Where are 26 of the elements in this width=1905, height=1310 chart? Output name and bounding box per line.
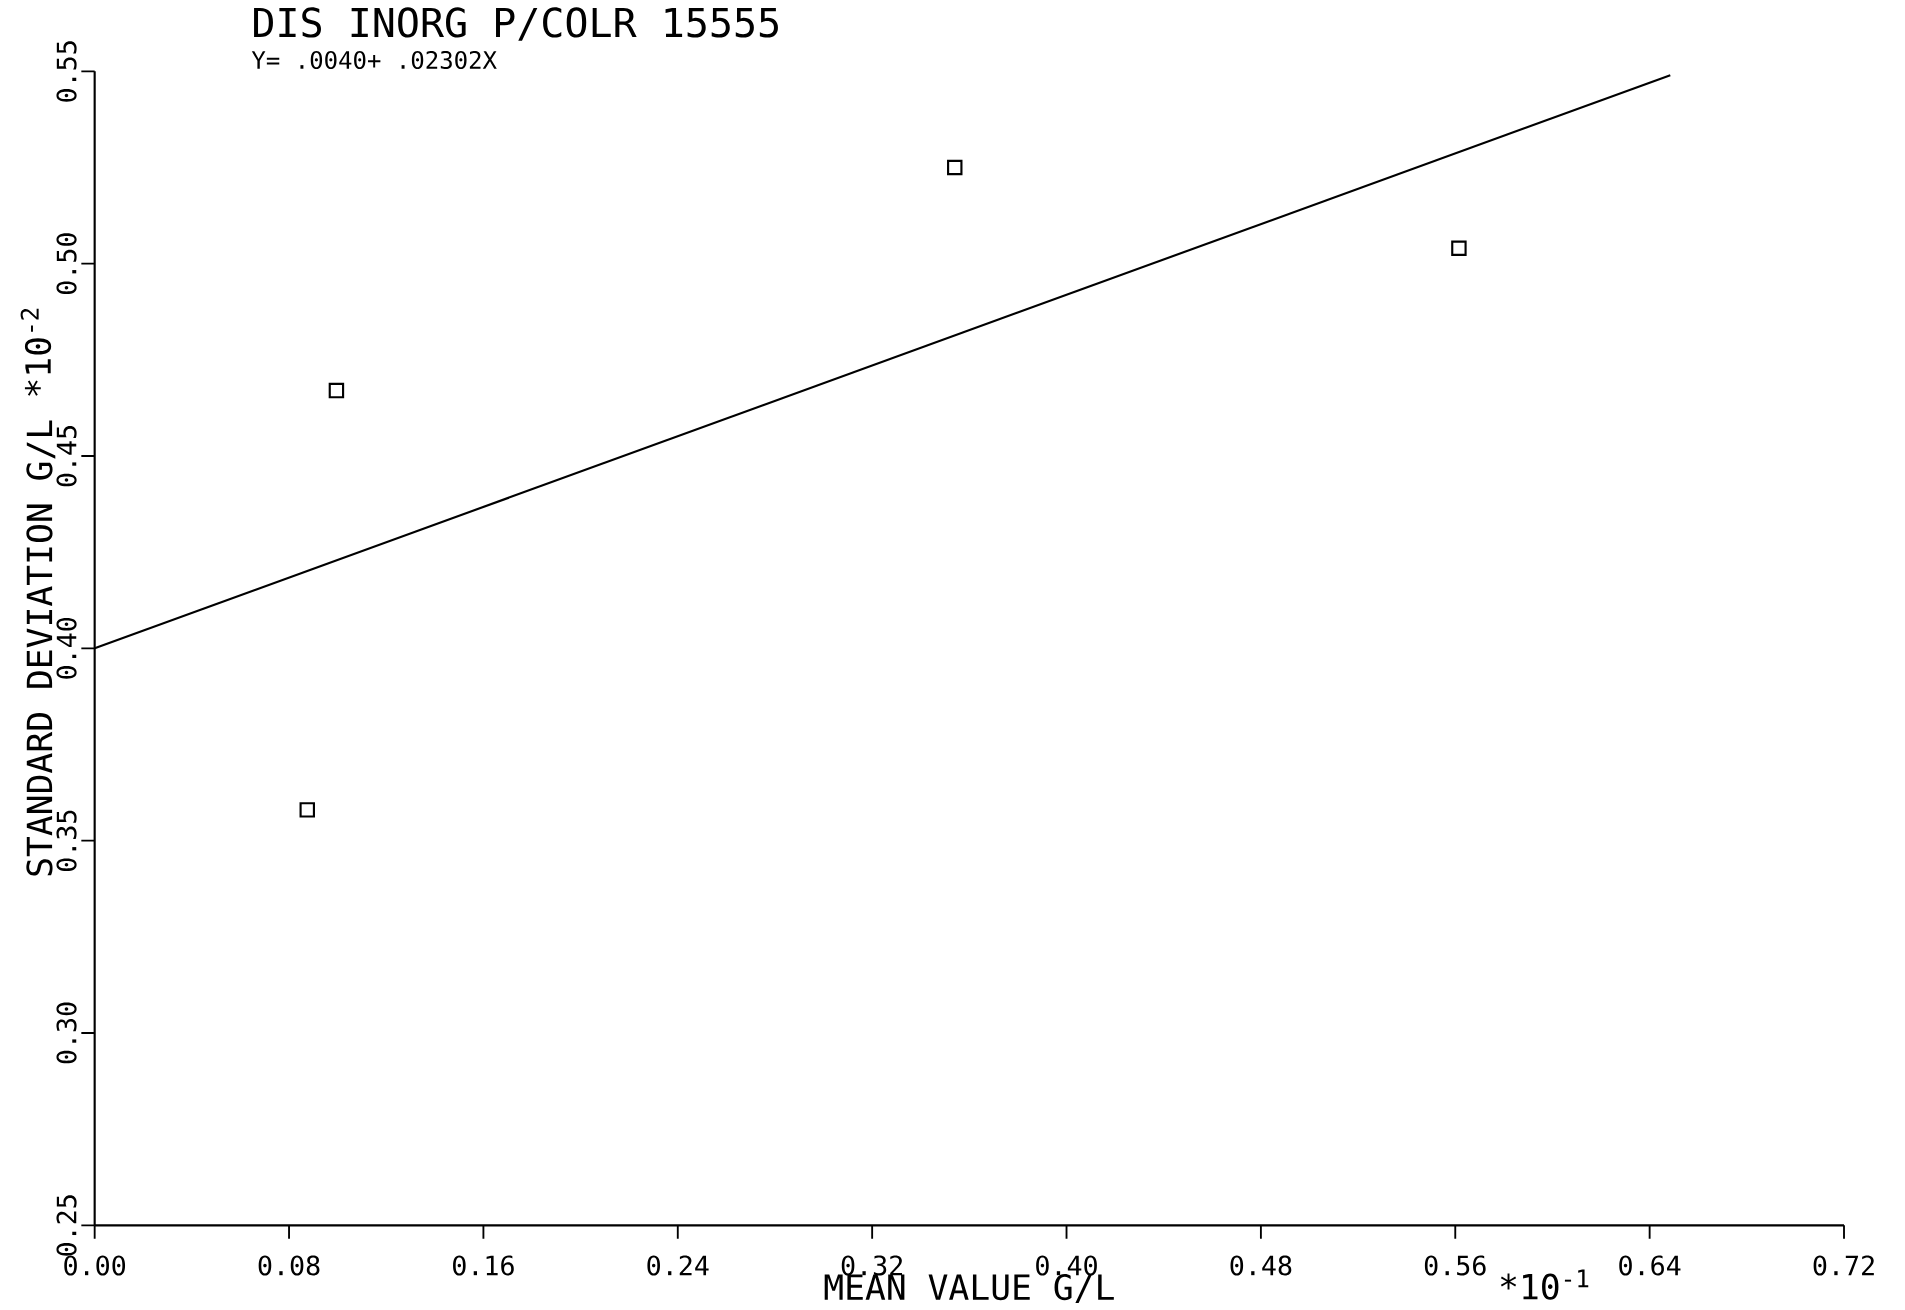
y-tick-label: 0.25 — [56, 1195, 77, 1256]
text: Y= .0040+ .02302X — [251, 50, 497, 70]
y-axis-title: STANDARD DEVIATION G/L — [26, 420, 56, 876]
chart-title: DIS INORG P/COLR 15555 — [254, 7, 778, 41]
x-tick-label: 0.16 — [453, 1255, 514, 1276]
x-tick-label: 0.72 — [1813, 1255, 1874, 1276]
point — [947, 159, 963, 176]
text: *10$^{-1}$ — [1500, 1269, 1589, 1300]
point — [328, 382, 345, 399]
y-tick-label: 0.45 — [56, 426, 77, 487]
x-tick-label: 0.00 — [64, 1255, 126, 1276]
x-tick-label: 0.08 — [258, 1255, 320, 1276]
point — [1451, 240, 1467, 257]
text: *10$^{-2}$ — [20, 308, 52, 396]
x-tick-label: 0.56 — [1424, 1255, 1486, 1276]
x-tick-label: 0.32 — [841, 1255, 902, 1276]
y-tick-label: 0.55 — [56, 41, 77, 102]
x-tick-label: 0.24 — [647, 1255, 709, 1276]
x-tick-label: 0.40 — [1036, 1255, 1097, 1276]
y-tick-label: 0.50 — [56, 233, 77, 295]
y-tick-label: 0.35 — [56, 810, 77, 872]
y-tick-label: 0.40 — [56, 617, 77, 679]
point — [299, 802, 315, 818]
x-tick-label: 0.48 — [1230, 1255, 1292, 1276]
x-tick-label: 0.64 — [1619, 1255, 1681, 1276]
y-tick-label: 0.30 — [56, 1002, 77, 1064]
